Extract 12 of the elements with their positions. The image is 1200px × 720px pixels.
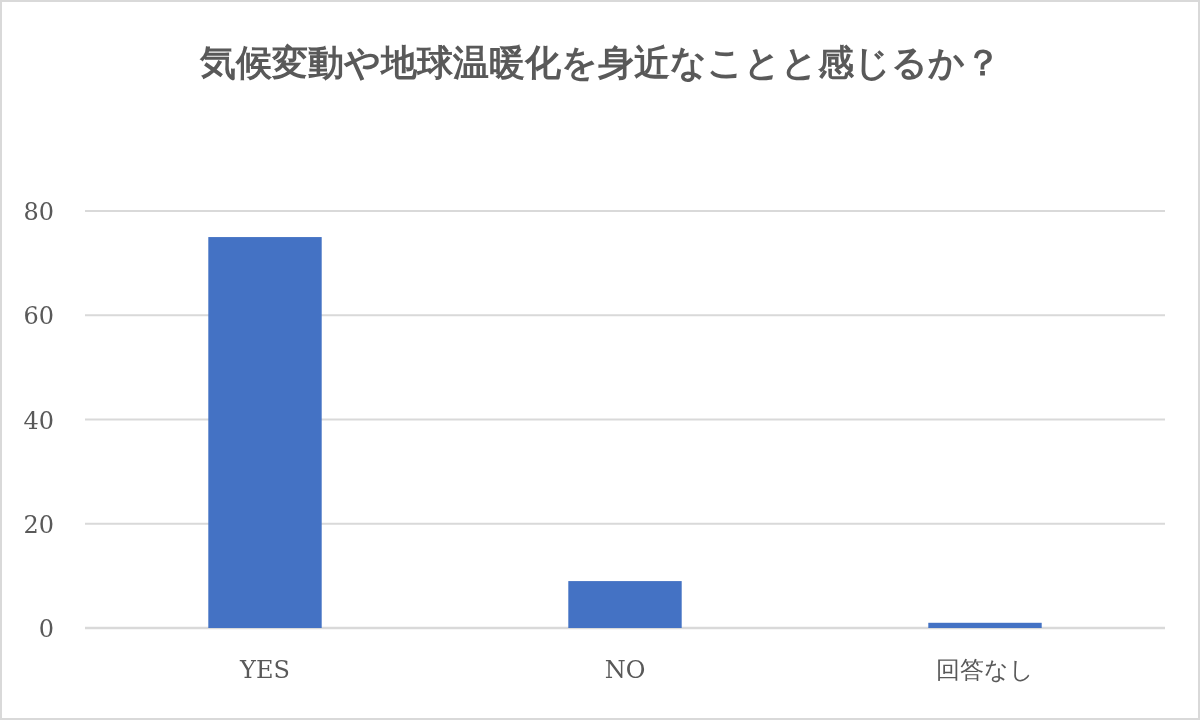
y-tick-label: 80 [23,198,54,226]
y-tick-label: 0 [38,615,54,643]
bar [208,237,322,628]
chart-title: 気候変動や地球温暖化を身近なことと感じるか？ [198,41,1002,85]
bar [928,622,1042,628]
y-tick-label: 40 [23,406,54,435]
x-tick-label: 回答なし [936,656,1034,684]
bar [568,581,682,628]
y-tick-label: 60 [23,302,54,331]
x-tick-label: YES [239,656,290,684]
x-tick-label: NO [604,656,646,684]
y-tick-label: 20 [23,510,54,539]
